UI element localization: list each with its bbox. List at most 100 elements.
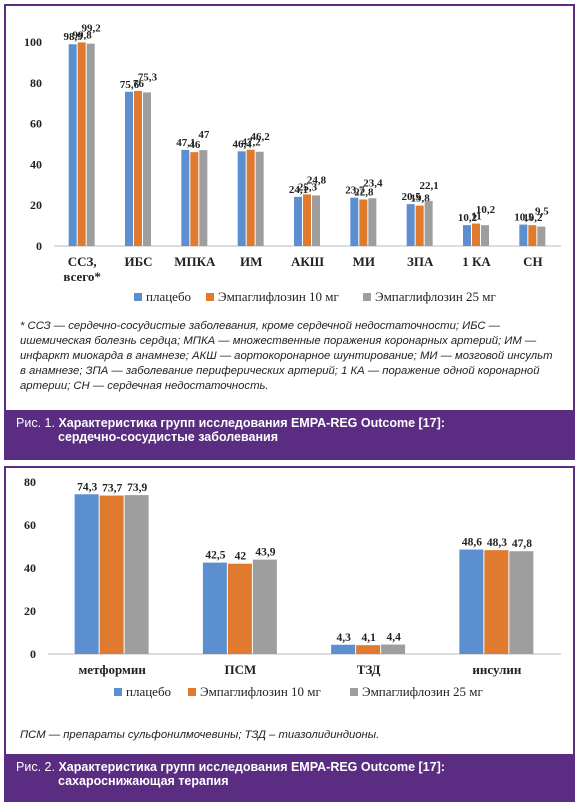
figure-2-panel: 0 20 40 60 80 74,3 73,7 73,9 метформин 42,5 42 43,9… xyxy=(4,466,575,802)
fig1-category-label: МПКА xyxy=(174,254,216,269)
fig2-data-label: 42,5 xyxy=(205,550,225,562)
fig2-data-label: 48,3 xyxy=(487,537,507,549)
fig2-bar xyxy=(381,644,406,654)
fig1-data-label: 47,2 xyxy=(242,137,262,149)
fig2-bar xyxy=(202,562,227,654)
fig1-bar xyxy=(368,198,377,246)
fig2-legend-label: Эмпаглифлозин 25 мг xyxy=(362,684,483,699)
fig1-data-label: 46,4 xyxy=(233,138,253,150)
fig1-category-label: всего* xyxy=(63,269,100,284)
fig1-bar xyxy=(68,44,77,246)
fig2-bar xyxy=(484,550,509,654)
figure-1-footnote: * ССЗ — сердечно-сосудистые заболевания,… xyxy=(20,320,553,392)
fig1-bar xyxy=(359,199,368,246)
fig2-bar xyxy=(356,645,381,654)
fig1-bar xyxy=(190,152,199,246)
fig1-bar xyxy=(463,225,471,246)
fig1-data-label: 46 xyxy=(189,139,201,151)
fig1-bar xyxy=(86,43,95,246)
fig2-category-label: метформин xyxy=(78,662,146,677)
fig1-legend-swatch xyxy=(134,293,142,301)
fig1-category-label: ИМ xyxy=(240,254,262,269)
fig1-data-label: 10,5 xyxy=(514,212,534,224)
fig1-category-label: СН xyxy=(523,254,543,269)
fig1-data-label: 24,1 xyxy=(289,184,308,196)
fig1-ytick-label: 80 xyxy=(30,76,42,90)
fig1-bar xyxy=(143,92,151,246)
fig1-bar xyxy=(528,225,537,246)
fig1-ytick-label: 20 xyxy=(30,198,42,212)
fig2-data-label: 74,3 xyxy=(77,481,97,493)
fig2-legend-swatch xyxy=(188,688,196,696)
fig1-data-label: 46,2 xyxy=(251,131,271,143)
fig1-data-label: 23,7 xyxy=(345,185,365,197)
fig1-category-label: МИ xyxy=(353,254,375,269)
fig1-data-label: 24,8 xyxy=(307,174,327,186)
fig1-bar xyxy=(246,149,255,246)
fig1-bar xyxy=(472,223,480,246)
fig1-bar xyxy=(125,91,133,246)
fig1-data-label: 25,3 xyxy=(298,181,318,193)
fig1-data-label: 23,4 xyxy=(363,177,383,189)
fig1-category-label: АКШ xyxy=(291,254,325,269)
fig2-bar xyxy=(74,494,99,654)
fig2-category-label: инсулин xyxy=(472,662,522,677)
fig1-category-label: 1 КА xyxy=(462,254,491,269)
fig1-data-label: 10,2 xyxy=(458,212,478,224)
fig1-bar xyxy=(303,194,311,246)
fig1-ytick-label: 60 xyxy=(30,117,42,131)
fig2-ytick-label: 80 xyxy=(24,475,36,489)
fig2-bar xyxy=(459,549,484,654)
fig1-data-label: 10,2 xyxy=(523,212,543,224)
figure-1-caption: Рис. 1. Характеристика групп исследовани… xyxy=(6,410,573,458)
fig1-legend-label: Эмпаглифлозин 10 мг xyxy=(218,289,339,304)
fig1-bar xyxy=(350,197,359,246)
fig1-data-label: 10,2 xyxy=(476,204,496,216)
fig2-bar xyxy=(99,495,124,654)
fig2-legend-swatch xyxy=(350,688,358,696)
fig1-ytick-label: 40 xyxy=(30,157,42,171)
fig1-data-label: 99,2 xyxy=(82,23,102,35)
fig2-data-label: 43,9 xyxy=(255,547,275,559)
fig1-bar xyxy=(424,200,433,246)
fig1-bar xyxy=(199,150,208,246)
fig1-data-label: 76 xyxy=(133,78,145,90)
fig2-bar xyxy=(331,644,356,654)
fig2-ytick-label: 20 xyxy=(24,604,36,618)
fig2-bar xyxy=(227,563,252,654)
fig2-bar xyxy=(124,495,149,654)
fig2-category-label: ПСМ xyxy=(224,662,256,677)
figure-1-caption-title: Характеристика групп исследования EMPA-R… xyxy=(58,416,445,430)
fig1-legend-label: Эмпаглифлозин 25 мг xyxy=(375,289,496,304)
fig2-ytick-label: 60 xyxy=(24,518,36,532)
fig1-data-label: 22,8 xyxy=(354,186,374,198)
fig2-data-label: 4,1 xyxy=(361,632,376,644)
fig1-ytick-label: 0 xyxy=(36,239,42,253)
fig1-bar xyxy=(181,149,190,246)
fig1-legend-swatch xyxy=(363,293,371,301)
fig1-data-label: 98,9 xyxy=(64,31,84,43)
fig1-bar xyxy=(134,90,142,247)
figure-2-caption-subtitle: сахароснижающая терапия xyxy=(58,774,229,788)
fig1-data-label: 75,3 xyxy=(138,71,158,83)
fig1-bar xyxy=(537,226,546,246)
figure-1-panel: 0 20 40 60 80 100 98,9 99,8 99,2 ССЗ, всего* 75,6 76… xyxy=(4,4,575,460)
fig1-bar xyxy=(406,204,415,246)
fig1-legend-swatch xyxy=(206,293,214,301)
fig1-category-label: ЗПА xyxy=(407,254,434,269)
fig1-data-label: 9,5 xyxy=(535,206,549,218)
fig1-bar xyxy=(519,224,528,246)
fig2-data-label: 73,7 xyxy=(102,483,122,495)
fig1-data-label: 47,1 xyxy=(176,137,195,149)
figure-1-chart: 0 20 40 60 80 100 98,999,899,2 ССЗ,всего* 75,676… xyxy=(24,23,561,304)
fig2-ytick-label: 40 xyxy=(24,561,36,575)
figure-1-caption-subtitle: сердечно-сосудистые заболевания xyxy=(58,430,278,444)
figure-2-caption-title: Характеристика групп исследования EMPA-R… xyxy=(58,760,445,774)
fig1-data-label: 99,8 xyxy=(73,29,93,41)
fig2-category-label: ТЗД xyxy=(357,662,381,677)
fig1-category-label: ИБС xyxy=(124,254,152,269)
fig2-data-label: 4,3 xyxy=(336,632,351,644)
fig2-data-label: 4,4 xyxy=(386,632,401,644)
fig1-bar xyxy=(294,196,302,246)
fig2-legend-swatch xyxy=(114,688,122,696)
